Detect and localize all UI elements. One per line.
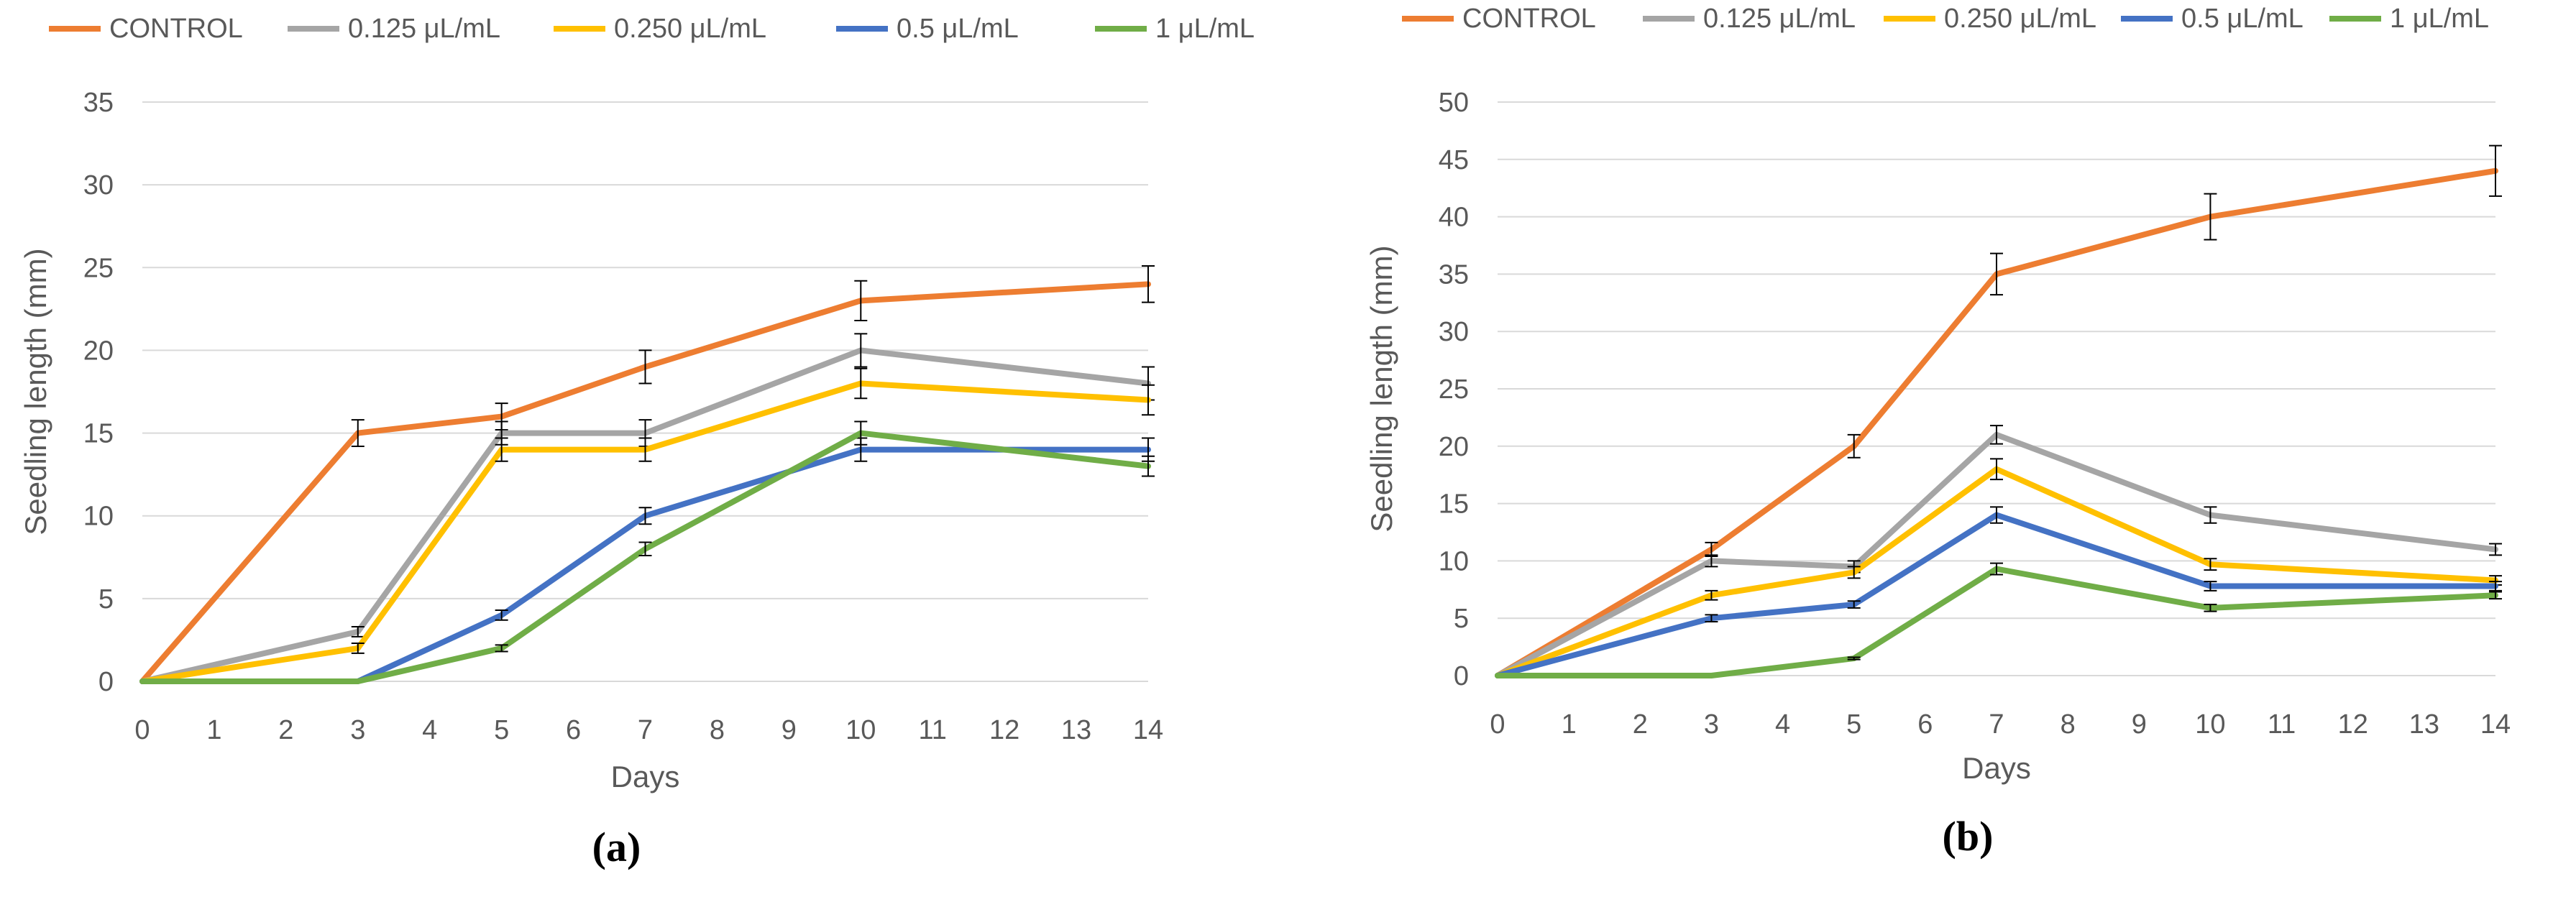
x-tick-label: 10 bbox=[2195, 709, 2225, 740]
x-tick-label: 7 bbox=[1989, 709, 2004, 740]
series-line bbox=[139, 430, 1151, 684]
x-tick-label: 14 bbox=[2480, 709, 2511, 740]
y-tick-label: 30 bbox=[83, 170, 114, 201]
y-tick-label: 10 bbox=[1439, 546, 1469, 576]
series-line bbox=[1495, 566, 2498, 678]
x-tick-label: 5 bbox=[494, 715, 509, 745]
y-tick-label: 10 bbox=[83, 502, 114, 532]
x-tick-label: 2 bbox=[278, 715, 293, 745]
y-tick-label: 30 bbox=[1439, 317, 1469, 347]
legend-label: 0.125 μL/mL bbox=[1703, 4, 1856, 34]
series-line bbox=[1495, 167, 2498, 678]
y-tick-label: 5 bbox=[1454, 604, 1469, 634]
x-tick-label: 12 bbox=[989, 715, 1019, 745]
x-tick-label: 11 bbox=[918, 715, 946, 745]
y-tick-label: 25 bbox=[83, 253, 114, 283]
x-tick-label: 7 bbox=[638, 715, 653, 745]
x-tick-label: 10 bbox=[845, 715, 876, 745]
y-tick-label: 5 bbox=[98, 584, 114, 615]
series-line bbox=[139, 380, 1151, 684]
y-tick-label: 0 bbox=[1454, 661, 1469, 691]
x-tick-label: 4 bbox=[422, 715, 437, 745]
y-tick-label: 45 bbox=[1439, 145, 1469, 175]
x-tick-label: 0 bbox=[134, 715, 150, 745]
series-line bbox=[1495, 431, 2498, 678]
x-tick-label: 5 bbox=[1846, 709, 1861, 740]
x-tick-label: 6 bbox=[1917, 709, 1933, 740]
x-tick-label: 3 bbox=[1704, 709, 1719, 740]
x-axis-title: Days bbox=[1962, 751, 2031, 785]
legend-label: CONTROL bbox=[1462, 4, 1596, 34]
x-tick-label: 14 bbox=[1133, 715, 1163, 745]
legend-label: 1 μL/mL bbox=[1155, 14, 1255, 44]
x-tick-label: 12 bbox=[2338, 709, 2368, 740]
x-tick-label: 8 bbox=[710, 715, 725, 745]
x-tick-label: 3 bbox=[350, 715, 365, 745]
y-tick-label: 50 bbox=[1439, 88, 1469, 118]
y-tick-label: 35 bbox=[83, 88, 114, 118]
y-axis-title: Seedling length (mm) bbox=[1365, 245, 1398, 532]
y-tick-label: 15 bbox=[83, 419, 114, 449]
legend-label: 0.250 μL/mL bbox=[614, 14, 766, 44]
x-tick-label: 1 bbox=[1562, 709, 1577, 740]
x-tick-label: 6 bbox=[566, 715, 581, 745]
y-tick-label: 40 bbox=[1439, 203, 1469, 233]
series-line bbox=[1495, 512, 2498, 678]
x-tick-label: 11 bbox=[2268, 709, 2296, 740]
x-tick-label: 4 bbox=[1775, 709, 1790, 740]
series-line bbox=[139, 281, 1151, 684]
x-tick-label: 9 bbox=[781, 715, 797, 745]
x-tick-label: 9 bbox=[2132, 709, 2147, 740]
panel-label: (b) bbox=[1943, 813, 1994, 860]
y-tick-label: 0 bbox=[98, 667, 114, 697]
legend-label: CONTROL bbox=[109, 14, 243, 44]
y-tick-label: 35 bbox=[1439, 259, 1469, 290]
x-tick-label: 0 bbox=[1490, 709, 1505, 740]
y-tick-label: 20 bbox=[83, 336, 114, 366]
series-line bbox=[139, 347, 1151, 684]
series-line bbox=[1495, 466, 2498, 678]
x-tick-label: 2 bbox=[1633, 709, 1648, 740]
legend-label: 0.5 μL/mL bbox=[2181, 4, 2304, 34]
legend-label: 0.125 μL/mL bbox=[348, 14, 500, 44]
y-tick-label: 25 bbox=[1439, 374, 1469, 405]
x-tick-label: 13 bbox=[1061, 715, 1091, 745]
y-tick-label: 20 bbox=[1439, 432, 1469, 462]
y-axis-title: Seedling length (mm) bbox=[19, 248, 52, 535]
legend-label: 0.250 μL/mL bbox=[1944, 4, 2096, 34]
y-tick-label: 15 bbox=[1439, 489, 1469, 520]
legend-label: 0.5 μL/mL bbox=[897, 14, 1019, 44]
panel-label: (a) bbox=[592, 824, 641, 870]
x-tick-label: 8 bbox=[2061, 709, 2076, 740]
x-axis-title: Days bbox=[611, 760, 680, 793]
x-tick-label: 13 bbox=[2409, 709, 2439, 740]
x-tick-label: 1 bbox=[206, 715, 221, 745]
legend-label: 1 μL/mL bbox=[2390, 4, 2489, 34]
